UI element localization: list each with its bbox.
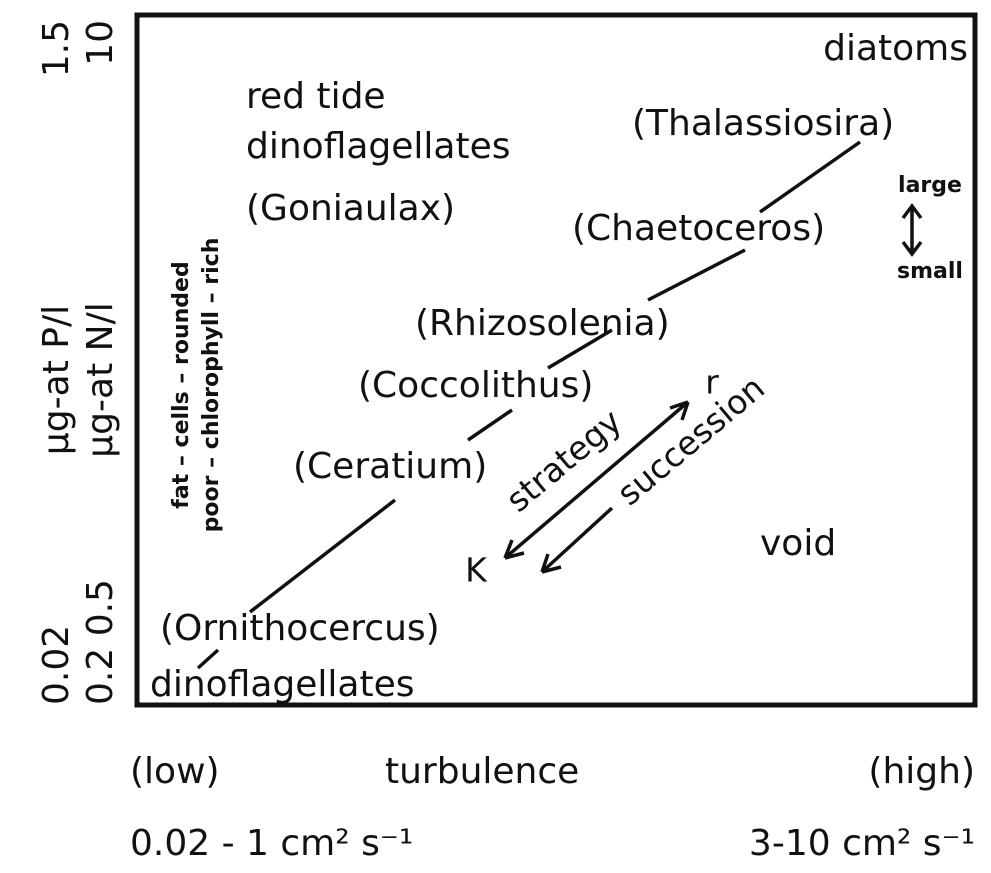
organism-label: (Ornithocercus) — [160, 608, 440, 649]
y-high-p: 1.5 — [36, 20, 77, 77]
organism-label: (Thalassiosira) — [632, 103, 894, 144]
group-label: red tide — [246, 76, 386, 117]
organism-label: (Goniaulax) — [246, 188, 455, 229]
group-label: dinoflagellates — [150, 664, 415, 705]
organism-label: (Coccolithus) — [358, 365, 593, 406]
x-low: (low) — [130, 751, 220, 792]
size-arrow — [901, 203, 923, 257]
y-high-n: 10 — [80, 20, 121, 66]
x-high-value: 3-10 cm² s⁻¹ — [749, 823, 975, 864]
strategy-k: K — [465, 551, 488, 590]
strategy-label: strategy — [498, 401, 629, 519]
strategy-r: r — [705, 363, 719, 402]
x-high: (high) — [868, 751, 975, 792]
sequence-line — [467, 408, 513, 442]
sequence-line — [196, 648, 220, 670]
strategy-arrow — [503, 400, 690, 560]
size-large: large — [898, 173, 962, 198]
organism-label: (Rhizosolenia) — [415, 303, 670, 344]
y-axis-label-p: μg-at P/l — [36, 305, 77, 455]
size-small: small — [897, 259, 963, 284]
succession-arrow — [540, 506, 614, 574]
organism-label: (Ceratium) — [293, 446, 487, 487]
plot-frame — [134, 12, 978, 708]
sequence-line — [647, 248, 746, 302]
x-axis-label: turbulence — [385, 751, 579, 792]
organism-label: (Chaetoceros) — [572, 208, 825, 249]
trait-label: poor – chlorophyll – rich — [199, 238, 224, 533]
sequence-line — [758, 140, 862, 214]
group-label: dinoflagellates — [246, 126, 511, 167]
trait-label: fat – cells – rounded — [169, 261, 194, 508]
y-axis-label-n: μg-at N/l — [80, 302, 121, 457]
x-low-value: 0.02 - 1 cm² s⁻¹ — [130, 823, 413, 864]
y-low-n: 0.2 0.5 — [80, 579, 121, 705]
sequence-line — [248, 498, 397, 614]
y-low-p: 0.02 — [36, 625, 77, 705]
sequence-line — [547, 328, 613, 370]
group-label: diatoms — [823, 28, 968, 69]
group-label: void — [760, 523, 836, 564]
succession-label: succession — [609, 368, 771, 513]
